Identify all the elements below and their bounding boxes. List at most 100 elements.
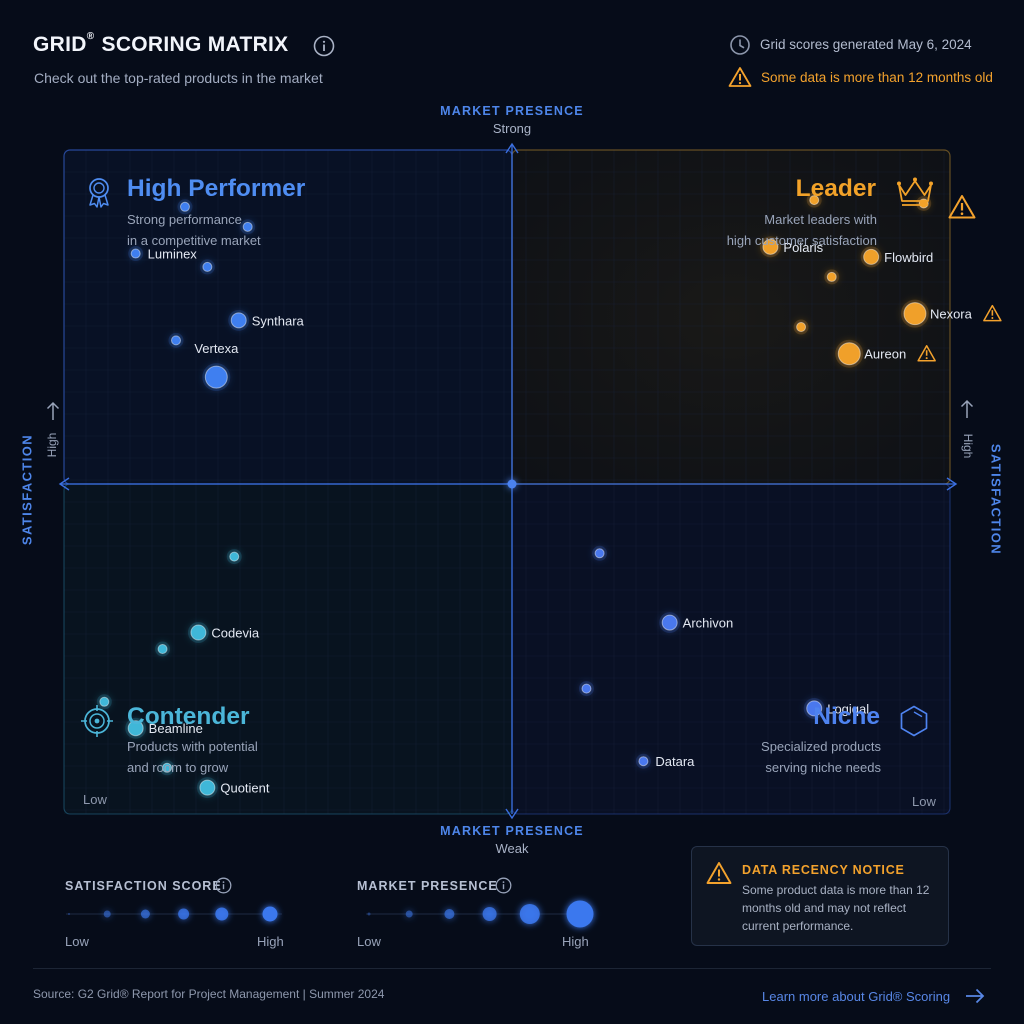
arrow-up-icon <box>960 399 974 418</box>
quadrant-title-high-performer: High Performer <box>127 175 306 202</box>
vertexa-point <box>204 365 228 389</box>
unlabeled-point <box>581 683 592 694</box>
quadrant-desc-leader: Market leaders with high customer satisfa… <box>726 212 877 248</box>
unlabeled-point <box>99 696 110 707</box>
y-axis-high-label-left: High <box>45 432 59 458</box>
unlabeled-point <box>157 644 168 654</box>
point-label-nexora: Nexora <box>930 307 973 322</box>
unlabeled-point <box>162 762 173 773</box>
page-subtitle: Check out the top-rated products in the … <box>34 70 323 86</box>
satisfaction-scale-dot <box>262 906 278 922</box>
unlabeled-point <box>826 271 837 282</box>
archivon-point <box>661 614 678 631</box>
hexagon-icon <box>900 705 928 737</box>
aureon-point <box>837 342 861 366</box>
point-label-luminex: Luminex <box>148 247 198 262</box>
satisfaction-scale-dot <box>215 907 229 921</box>
point-label-polaris: Polaris <box>783 240 823 255</box>
award-ribbon-icon <box>89 178 109 208</box>
axis-arrow-left <box>58 477 70 491</box>
stale-warning-icon <box>983 304 1002 322</box>
nexora-point <box>903 302 927 326</box>
luminex-point <box>130 248 141 259</box>
staleness-warning: Some data is more than 12 months old <box>761 70 993 85</box>
codevia-point <box>190 624 207 641</box>
datara-point <box>638 756 649 767</box>
satisfaction-legend-title: SATISFACTION SCORE <box>65 879 222 893</box>
y-axis-high-label-right: High <box>961 433 975 459</box>
data-recency-notice <box>691 846 949 946</box>
point-label-beamline: Beamline <box>149 721 203 736</box>
point-label-vertexa: Vertexa <box>194 341 239 356</box>
corner-low-label-left: Low <box>83 792 107 807</box>
x-axis-low-label: Weak <box>495 841 529 856</box>
notice-title: DATA RECENCY NOTICE <box>742 863 905 877</box>
axis-arrow-down <box>505 808 519 820</box>
point-label-codevia: Codevia <box>211 626 259 641</box>
learn-more-link[interactable]: Learn more about Grid® Scoring <box>762 989 951 1004</box>
satisfaction-scale-dot <box>140 909 150 919</box>
quadrant-panel-contender <box>64 484 512 814</box>
quadrant-desc-high-performer: Strong performance in a competitive marke… <box>127 212 261 248</box>
presence-legend-high: High <box>562 934 589 949</box>
notice-body: Some product data is more than 12 months… <box>742 883 930 933</box>
warning-icon <box>948 195 976 219</box>
quadrant-panel-leader <box>512 150 950 484</box>
quadrant-title-leader: Leader <box>795 175 876 202</box>
unlabeled-point <box>202 261 213 272</box>
unlabeled-point <box>809 195 820 206</box>
point-label-quotient: Quotient <box>220 781 270 796</box>
clock-icon <box>730 35 750 55</box>
satisfaction-legend-high: High <box>257 934 284 949</box>
point-label-aureon: Aureon <box>864 347 906 362</box>
quadrant-title-niche: Niche <box>813 703 880 730</box>
info-icon[interactable] <box>313 35 335 57</box>
warning-icon <box>728 67 752 87</box>
quadrant-desc-contender: Products with potential and room to grow <box>127 739 258 775</box>
axis-arrow-up <box>505 142 519 154</box>
corner-low-label-right: Low <box>912 794 936 809</box>
satisfaction-scale-dot <box>178 908 190 920</box>
presence-scale-dot <box>566 900 594 928</box>
quadrant-title-contender: Contender <box>127 703 250 730</box>
presence-scale-dot <box>405 910 413 918</box>
x-axis-title-bottom: MARKET PRESENCE <box>440 824 584 838</box>
unlabeled-point <box>242 221 253 232</box>
crown-icon <box>897 177 933 206</box>
flowbird-point <box>863 248 880 265</box>
beamline-point <box>127 720 144 737</box>
satisfaction-legend-low: Low <box>65 934 89 949</box>
point-label-logiqal: Logiqal <box>827 701 869 716</box>
source-note: Source: G2 Grid® Report for Project Mana… <box>33 987 385 1001</box>
presence-scale-dot <box>519 904 540 924</box>
generated-date: Grid scores generated May 6, 2024 <box>760 37 972 52</box>
synthara-point <box>230 312 247 329</box>
presence-scale-dot <box>444 909 455 919</box>
y-axis-title-right: SATISFACTION <box>988 443 1004 556</box>
unlabeled-point <box>594 548 605 559</box>
point-label-synthara: Synthara <box>252 313 305 328</box>
logiqal-point <box>806 700 823 717</box>
polaris-point <box>762 238 779 255</box>
point-label-flowbird: Flowbird <box>884 250 933 265</box>
presence-scale-dot <box>367 912 371 916</box>
quadrant-panel-niche <box>512 484 950 814</box>
quadrant-desc-niche: Specialized products serving niche needs <box>761 739 881 775</box>
x-axis-title-top: MARKET PRESENCE <box>440 104 584 118</box>
satisfaction-scale-dot <box>103 910 111 918</box>
point-label-archivon: Archivon <box>683 616 734 631</box>
point-label-datara: Datara <box>655 754 695 769</box>
page-title: GRID® SCORING MATRIX <box>33 31 289 56</box>
quotient-point <box>199 779 216 796</box>
presence-scale-dot <box>482 907 497 921</box>
axis-arrow-right <box>946 477 958 491</box>
axis-origin-dot <box>507 479 517 489</box>
arrow-right-icon[interactable] <box>964 986 986 1006</box>
info-icon[interactable] <box>495 877 512 894</box>
unlabeled-point <box>229 551 240 562</box>
info-icon[interactable] <box>215 877 232 894</box>
x-axis-high-label: Strong <box>492 121 532 136</box>
unlabeled-point <box>171 335 181 346</box>
footer-divider <box>33 968 991 969</box>
